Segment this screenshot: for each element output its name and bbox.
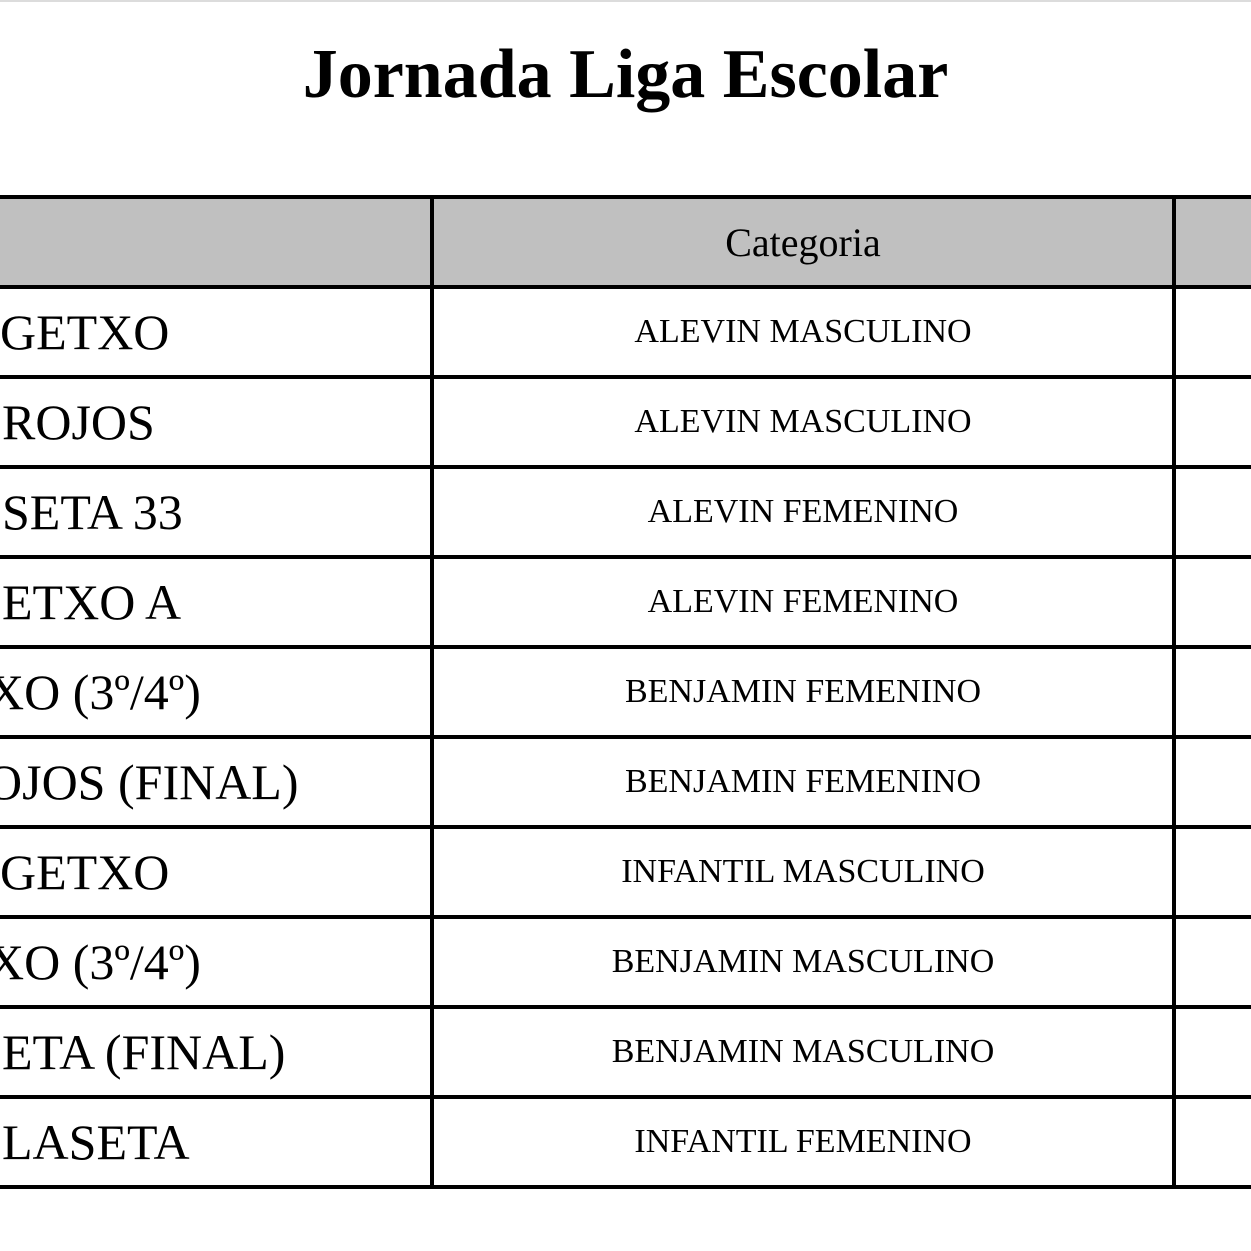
category-cell: BENJAMIN FEMENINO [430, 645, 1176, 739]
team-cell: GETXO [0, 285, 434, 379]
extra-cell [1172, 1005, 1251, 1099]
team-name: ETXO A [2, 574, 182, 630]
table-row: XO (3º/4º) BENJAMIN MASCULINO [0, 915, 1251, 1009]
team-cell: LASETA [0, 1095, 434, 1189]
table-row: ETXO A ALEVIN FEMENINO [0, 555, 1251, 649]
category-cell: ALEVIN MASCULINO [430, 285, 1176, 379]
table-row: XO (3º/4º) BENJAMIN FEMENINO [0, 645, 1251, 739]
category-cell: ALEVIN MASCULINO [430, 375, 1176, 469]
team-name: XO (3º/4º) [0, 934, 201, 990]
team-cell: ETA (FINAL) [0, 1005, 434, 1099]
team-name: OJOS (FINAL) [0, 754, 299, 810]
category-cell: ALEVIN FEMENINO [430, 555, 1176, 649]
category-cell: INFANTIL MASCULINO [430, 825, 1176, 919]
team-cell: SETA 33 [0, 465, 434, 559]
extra-cell [1172, 915, 1251, 1009]
team-cell: XO (3º/4º) [0, 645, 434, 739]
table-row: GETXO ALEVIN MASCULINO [0, 285, 1251, 379]
extra-cell [1172, 825, 1251, 919]
team-name: ETA (FINAL) [2, 1024, 286, 1080]
team-name: GETXO [0, 844, 170, 900]
table-row: LASETA INFANTIL FEMENINO [0, 1095, 1251, 1189]
page-title: Jornada Liga Escolar [302, 36, 949, 113]
extra-cell [1172, 465, 1251, 559]
header-extra-column [1172, 195, 1251, 289]
team-cell: ETXO A [0, 555, 434, 649]
extra-cell [1172, 1095, 1251, 1189]
header-categoria: Categoria [430, 195, 1176, 289]
team-name: SETA 33 [2, 484, 183, 540]
table-row: ETA (FINAL) BENJAMIN MASCULINO [0, 1005, 1251, 1099]
category-cell: BENJAMIN FEMENINO [430, 735, 1176, 829]
extra-cell [1172, 285, 1251, 379]
team-name: ROJOS [2, 394, 155, 450]
team-cell: XO (3º/4º) [0, 915, 434, 1009]
category-cell: BENJAMIN MASCULINO [430, 915, 1176, 1009]
extra-cell [1172, 735, 1251, 829]
extra-cell [1172, 645, 1251, 739]
table-row: GETXO INFANTIL MASCULINO [0, 825, 1251, 919]
team-name: LASETA [2, 1114, 190, 1170]
schedule-table: Categoria GETXO ALEVIN MASCULINO ROJOS A… [0, 195, 1251, 1189]
page-top-divider [0, 0, 1251, 2]
extra-cell [1172, 375, 1251, 469]
team-name: GETXO [0, 304, 170, 360]
category-cell: INFANTIL FEMENINO [430, 1095, 1176, 1189]
category-cell: ALEVIN FEMENINO [430, 465, 1176, 559]
table-row: SETA 33 ALEVIN FEMENINO [0, 465, 1251, 559]
header-row: Categoria [0, 195, 1251, 289]
header-team-column [0, 195, 434, 289]
team-name: XO (3º/4º) [0, 664, 201, 720]
extra-cell [1172, 555, 1251, 649]
category-cell: BENJAMIN MASCULINO [430, 1005, 1176, 1099]
team-cell: ROJOS [0, 375, 434, 469]
table-row: OJOS (FINAL) BENJAMIN FEMENINO [0, 735, 1251, 829]
table-row: ROJOS ALEVIN MASCULINO [0, 375, 1251, 469]
team-cell: GETXO [0, 825, 434, 919]
team-cell: OJOS (FINAL) [0, 735, 434, 829]
